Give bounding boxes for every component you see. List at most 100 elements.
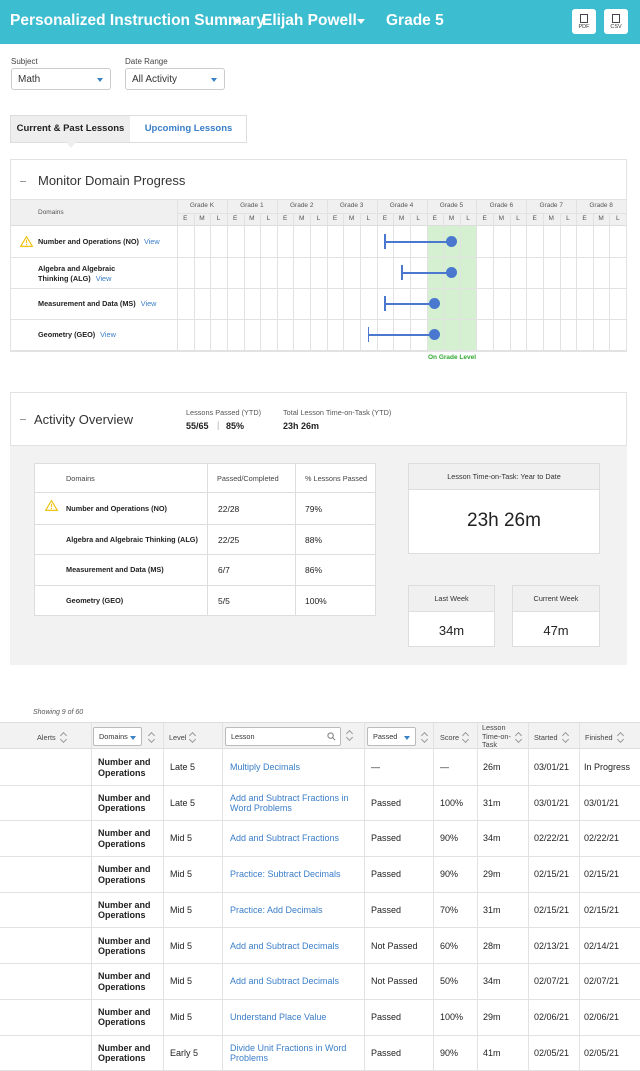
sort-icon[interactable]: [617, 731, 624, 742]
sort-icon[interactable]: [346, 729, 353, 740]
summary-column-header: % Lessons Passed: [305, 474, 368, 483]
grid-line: [592, 213, 594, 352]
domain-name: Algebra and Algebraic: [38, 264, 116, 273]
column-divider: [222, 722, 223, 1071]
view-link[interactable]: View: [140, 299, 157, 308]
row-lesson-link[interactable]: Add and Subtract Fractions: [230, 833, 360, 844]
sort-icon[interactable]: [462, 731, 469, 742]
tab-upcoming-lessons[interactable]: Upcoming Lessons: [144, 123, 233, 134]
grid-line: [526, 199, 528, 352]
sort-icon[interactable]: [60, 731, 67, 742]
collapse-icon[interactable]: [20, 419, 26, 420]
level-subheader: M: [299, 215, 305, 222]
view-link[interactable]: View: [100, 330, 116, 339]
row-level: Mid 5: [170, 833, 193, 844]
column-divider: [579, 722, 580, 1071]
row-divider: [10, 350, 627, 351]
summary-pct: 88%: [305, 534, 323, 545]
row-lesson-link[interactable]: Add and Subtract Fractions in Word Proble…: [230, 793, 360, 814]
domain-name-line2: Thinking (ALG): [38, 274, 91, 283]
grade-header: Grade 3: [339, 202, 364, 209]
lessons-passed-count: 55/65: [186, 421, 209, 431]
grid-line: [359, 213, 361, 352]
sort-icon[interactable]: [562, 731, 569, 742]
warning-icon: [20, 236, 33, 247]
csv-export-button[interactable]: CSV: [604, 9, 628, 34]
row-started: 02/07/21: [534, 976, 570, 987]
column-divider: [295, 464, 296, 615]
grid-line: [293, 213, 295, 352]
passed-filter-select[interactable]: Passed: [367, 727, 416, 746]
progress-range-line: [401, 272, 452, 274]
table-row[interactable]: Number and Operations Late 5 Add and Subtra…: [0, 786, 640, 822]
date-range-select[interactable]: All Activity: [125, 68, 225, 90]
level-subheader: L: [266, 215, 271, 222]
level-subheader: M: [348, 215, 355, 222]
view-link[interactable]: View: [143, 237, 160, 246]
row-lesson-link[interactable]: Multiply Decimals: [230, 762, 360, 773]
level-subheader: E: [282, 215, 288, 222]
grid-line: [459, 213, 461, 352]
row-time: 29m: [483, 1011, 501, 1022]
row-lesson-link[interactable]: Add and Subtract Decimals: [230, 976, 360, 987]
sort-icon[interactable]: [515, 731, 522, 742]
title-chevron-down-icon[interactable]: [233, 19, 241, 24]
level-subheader: E: [482, 215, 487, 222]
activity-overview-title: Activity Overview: [34, 412, 133, 427]
level-subheader: M: [199, 215, 205, 222]
domain-label: Algebra and Algebraic Thinking (ALG) View: [38, 264, 173, 284]
table-row[interactable]: Number and Operations Mid 5 Practice: Subtr…: [0, 857, 640, 893]
dropdown-arrow-icon: [97, 78, 103, 82]
row-started: 02/22/21: [534, 833, 570, 844]
subject-select[interactable]: Math: [11, 68, 111, 90]
row-time: 28m: [483, 940, 501, 951]
page-title: Personalized Instruction Summary: [10, 12, 265, 29]
view-link[interactable]: View: [95, 274, 112, 283]
row-started: 02/06/21: [534, 1011, 570, 1022]
table-row[interactable]: Number and Operations Mid 5 Add and Subtrac…: [0, 821, 640, 858]
time-on-task-value: 23h 26m: [283, 421, 320, 431]
table-row[interactable]: Number and Operations Late 5 Multiply Decim…: [0, 750, 640, 786]
level-subheader: M: [598, 215, 604, 222]
row-lesson-link[interactable]: Understand Place Value: [230, 1012, 360, 1023]
domain-name: Geometry (GEO): [38, 330, 96, 339]
summary-passed: 5/5: [218, 595, 230, 606]
sort-icon[interactable]: [148, 731, 155, 742]
level-subheader: M: [249, 215, 255, 222]
grade-header: Grade 1: [240, 202, 264, 209]
row-passed: Not Passed: [371, 940, 418, 951]
row-lesson-link[interactable]: Add and Subtract Decimals: [230, 941, 360, 952]
sort-icon[interactable]: [421, 731, 428, 742]
column-divider: [207, 464, 208, 615]
row-domain-line2: Operations: [98, 1053, 146, 1064]
student-chevron-down-icon[interactable]: [357, 19, 365, 24]
grid-line: [576, 199, 578, 352]
row-passed: —: [371, 762, 380, 772]
level-subheader: E: [582, 215, 587, 222]
row-lesson-line1: Add and Subtract Fractions in: [230, 792, 349, 803]
row-lesson-link[interactable]: Practice: Add Decimals: [230, 905, 360, 916]
row-lesson-link[interactable]: Divide Unit Fractions in Word Problems: [230, 1043, 360, 1064]
row-level: Mid 5: [170, 940, 193, 951]
row-started: 02/15/21: [534, 904, 570, 915]
date-range-value: All Activity: [132, 74, 178, 85]
table-row[interactable]: Number and Operations Mid 5 Add and Subtrac…: [0, 964, 640, 1000]
lesson-search-placeholder: Lesson: [231, 732, 255, 741]
table-row[interactable]: Number and Operations Early 5 Divide Unit F…: [0, 1036, 640, 1071]
student-name[interactable]: Elijah Powell: [262, 12, 357, 29]
lesson-search-input[interactable]: Lesson: [225, 727, 341, 746]
start-level-tick: [367, 327, 370, 342]
row-time: 26m: [483, 762, 501, 772]
sort-icon[interactable]: [189, 731, 196, 742]
last-week-label: Last Week: [409, 586, 494, 612]
grid-line: [343, 213, 345, 352]
table-row[interactable]: Number and Operations Mid 5 Add and Subtrac…: [0, 929, 640, 965]
collapse-icon[interactable]: [20, 181, 26, 182]
pdf-export-button[interactable]: PDF: [572, 9, 596, 34]
row-time: 41m: [483, 1047, 501, 1058]
row-lesson-link[interactable]: Practice: Subtract Decimals: [230, 869, 360, 880]
tab-current-past-lessons[interactable]: Current & Past Lessons: [11, 116, 130, 148]
table-row[interactable]: Number and Operations Mid 5 Understand Plac…: [0, 1000, 640, 1036]
domains-filter-select[interactable]: Domains: [93, 727, 142, 746]
table-row[interactable]: Number and Operations Mid 5 Practice: Add D…: [0, 893, 640, 929]
